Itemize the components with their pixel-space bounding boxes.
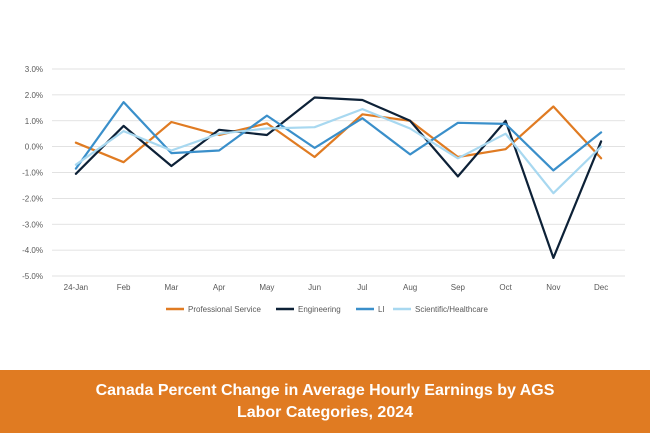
y-tick-label: -4.0% [22, 246, 43, 255]
y-tick-label: -3.0% [22, 220, 43, 229]
x-tick-label: Aug [403, 283, 417, 292]
x-tick-label: Mar [164, 283, 178, 292]
x-tick-label: May [259, 283, 274, 292]
chart-title-line-1: Canada Percent Change in Average Hourly … [95, 381, 555, 399]
x-tick-label: Jun [308, 283, 321, 292]
x-tick-label: Nov [546, 283, 560, 292]
y-tick-label: 2.0% [25, 91, 43, 100]
y-axis: 3.0% 2.0% 1.0% 0.0% -1.0% -2.0% -3.0% -4.0% -5.0… [22, 65, 43, 281]
legend-label: LI [378, 305, 385, 314]
y-tick-label: 3.0% [25, 65, 43, 74]
series-line-li [74, 100, 603, 172]
legend-label: Scientific/Healthcare [415, 305, 488, 314]
x-tick-label: Apr [213, 283, 226, 292]
x-tick-label: Oct [499, 283, 512, 292]
chart-title-line-2: Labor Categories, 2024 [236, 403, 414, 421]
y-tick-label: 1.0% [25, 117, 43, 126]
chart-gridlines [52, 68, 625, 277]
series-line-scientific-healthcare [74, 107, 603, 195]
x-tick-label: Sep [451, 283, 466, 292]
series-line-engineering [74, 96, 603, 259]
chart-series [74, 96, 603, 259]
line-chart: 3.0% 2.0% 1.0% 0.0% -1.0% -2.0% -3.0% -4.0% -5.0… [22, 65, 625, 314]
x-tick-label: Dec [594, 283, 608, 292]
x-tick-label: Jul [357, 283, 367, 292]
x-axis: 24-Jan Feb Mar Apr May Jun Jul Aug Sep Oct Nov Dec [64, 283, 609, 292]
y-tick-label: -2.0% [22, 194, 43, 203]
y-tick-label: -5.0% [22, 272, 43, 281]
y-tick-label: 0.0% [25, 143, 43, 152]
x-tick-label: 24-Jan [64, 283, 88, 292]
legend-label: Engineering [298, 305, 341, 314]
legend-label: Professional Service [188, 305, 261, 314]
y-tick-label: -1.0% [22, 169, 43, 178]
chart-title-banner: Canada Percent Change in Average Hourly … [0, 370, 650, 433]
chart-legend: Professional Service Engineering LI Scienti… [166, 305, 488, 314]
x-tick-label: Feb [117, 283, 131, 292]
